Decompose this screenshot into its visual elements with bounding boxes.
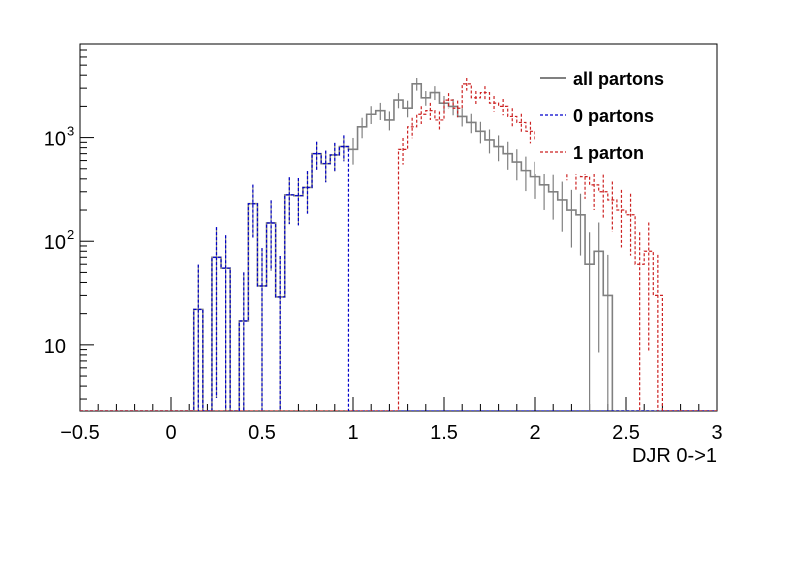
series-line: [80, 83, 717, 411]
y-minor-ticks: [80, 43, 94, 400]
y-tick-label: 10: [44, 129, 66, 151]
x-tick-label: 0.5: [248, 422, 276, 444]
legend-label: 0 partons: [573, 106, 654, 126]
x-tick-label: 1.5: [430, 422, 458, 444]
legend-label: all partons: [573, 69, 664, 89]
x-tick-label: 1: [347, 422, 358, 444]
y-tick-exponent: 2: [67, 227, 74, 242]
series-line: [80, 145, 717, 411]
series-0-partons: [80, 135, 717, 411]
y-tick-label: 10: [44, 336, 66, 358]
x-tick-label: −0.5: [60, 422, 99, 444]
y-tick-label: 10: [44, 232, 66, 254]
x-axis-title: DJR 0->1: [632, 445, 717, 467]
y-tick-exponent: 3: [67, 124, 74, 139]
legend: all partons 0 partons 1 parton: [535, 62, 685, 174]
series-line: [80, 83, 717, 411]
x-major-ticks: −0.5 0 0.5 1 1.5 2 2.5 3: [60, 397, 723, 444]
legend-box: [535, 62, 685, 174]
x-tick-label: 0: [165, 422, 176, 444]
x-tick-label: 2.5: [612, 422, 640, 444]
legend-label: 1 parton: [573, 143, 644, 163]
x-tick-label: 2: [529, 422, 540, 444]
x-tick-label: 3: [711, 422, 722, 444]
series-layer: [80, 77, 717, 411]
